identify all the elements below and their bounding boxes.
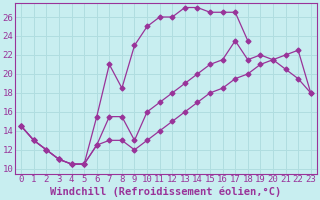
X-axis label: Windchill (Refroidissement éolien,°C): Windchill (Refroidissement éolien,°C): [50, 187, 282, 197]
